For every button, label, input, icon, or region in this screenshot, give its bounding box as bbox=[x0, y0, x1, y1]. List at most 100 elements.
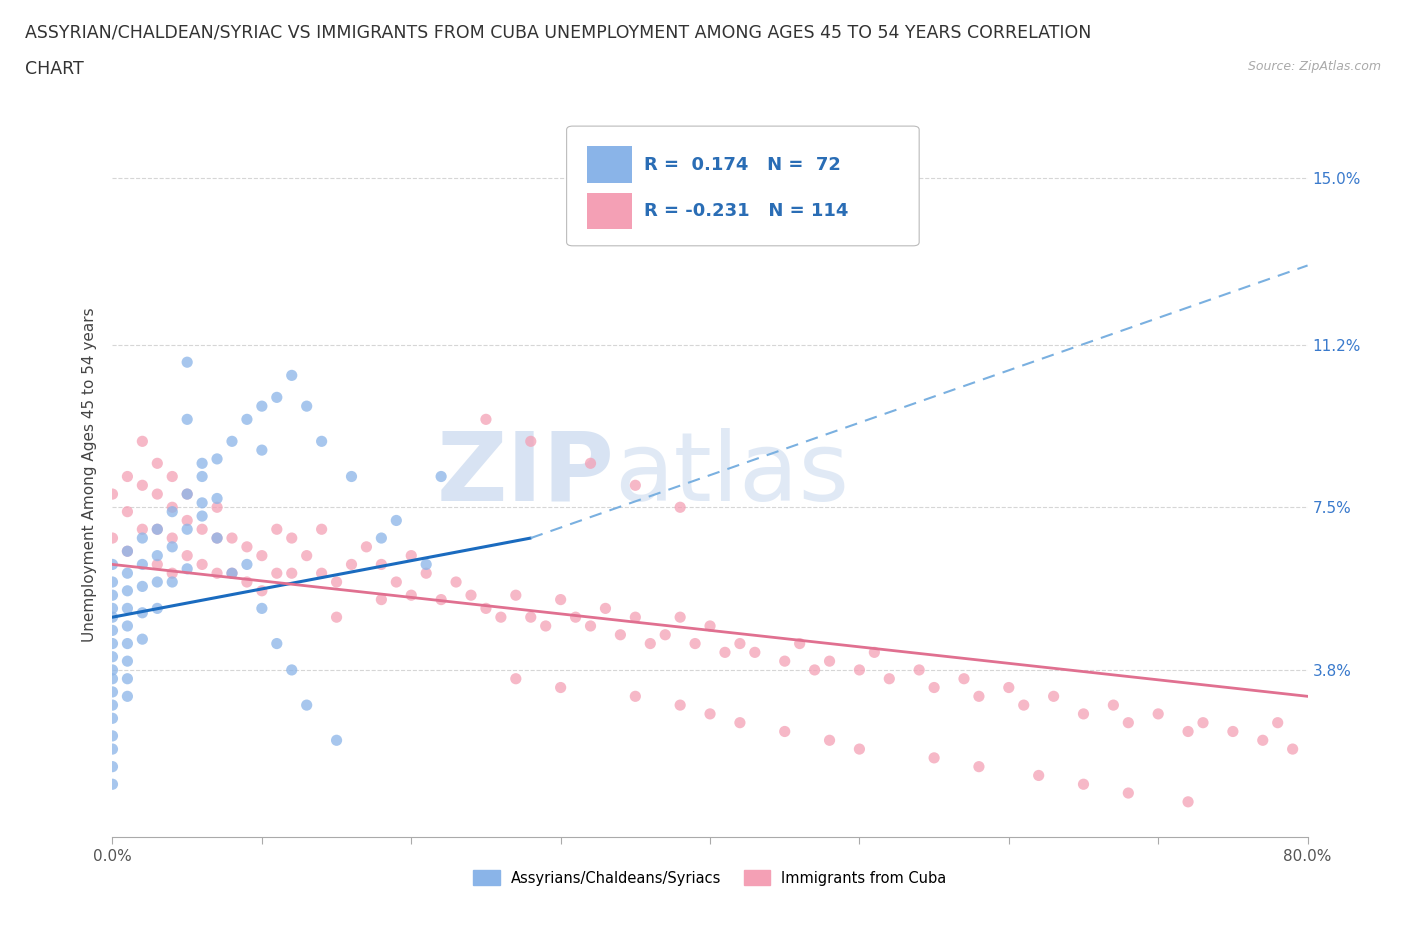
Point bbox=[340, 557, 363, 572]
Text: CHART: CHART bbox=[25, 60, 84, 78]
Point bbox=[818, 733, 841, 748]
Legend: Assyrians/Chaldeans/Syriacs, Immigrants from Cuba: Assyrians/Chaldeans/Syriacs, Immigrants … bbox=[468, 864, 952, 891]
Point bbox=[176, 412, 198, 427]
Point bbox=[101, 531, 124, 546]
Point bbox=[221, 565, 243, 580]
Point bbox=[101, 662, 124, 677]
Point bbox=[415, 557, 437, 572]
Point bbox=[1073, 777, 1095, 791]
Point bbox=[250, 399, 273, 414]
Point bbox=[520, 610, 543, 625]
Point bbox=[117, 583, 139, 598]
Point bbox=[579, 618, 602, 633]
Point bbox=[773, 724, 796, 739]
Point bbox=[131, 478, 153, 493]
Text: Source: ZipAtlas.com: Source: ZipAtlas.com bbox=[1247, 60, 1381, 73]
Point bbox=[1251, 733, 1274, 748]
Point bbox=[101, 671, 124, 686]
Point bbox=[162, 575, 183, 590]
Point bbox=[728, 636, 751, 651]
Point bbox=[176, 486, 198, 501]
Point bbox=[266, 522, 288, 537]
Point bbox=[311, 434, 333, 449]
Point bbox=[117, 654, 139, 669]
Point bbox=[176, 548, 198, 563]
Point bbox=[117, 618, 139, 633]
Point bbox=[101, 728, 124, 743]
Point bbox=[370, 557, 392, 572]
Point bbox=[998, 680, 1021, 695]
Point bbox=[370, 592, 392, 607]
Point bbox=[117, 469, 139, 484]
Point bbox=[281, 662, 304, 677]
Point bbox=[131, 579, 153, 594]
Point bbox=[1222, 724, 1244, 739]
Point bbox=[922, 680, 945, 695]
Point bbox=[117, 504, 139, 519]
Point bbox=[699, 618, 721, 633]
Point bbox=[489, 610, 512, 625]
Point bbox=[624, 610, 647, 625]
Point bbox=[101, 557, 124, 572]
Point bbox=[818, 654, 841, 669]
Point bbox=[311, 522, 333, 537]
Point bbox=[953, 671, 976, 686]
Point bbox=[430, 592, 453, 607]
Point bbox=[550, 680, 572, 695]
Point bbox=[848, 741, 870, 756]
Point bbox=[654, 628, 676, 643]
Point bbox=[176, 562, 198, 577]
Point bbox=[295, 548, 318, 563]
Point bbox=[356, 539, 378, 554]
Point bbox=[101, 698, 124, 712]
Point bbox=[250, 583, 273, 598]
Y-axis label: Unemployment Among Ages 45 to 54 years: Unemployment Among Ages 45 to 54 years bbox=[82, 307, 97, 642]
Point bbox=[176, 354, 198, 369]
Point bbox=[131, 631, 153, 646]
Point bbox=[221, 434, 243, 449]
Point bbox=[162, 499, 183, 514]
Point bbox=[146, 522, 169, 537]
Point bbox=[205, 531, 228, 546]
Point bbox=[475, 412, 498, 427]
Point bbox=[205, 491, 228, 506]
Point bbox=[281, 531, 304, 546]
Point bbox=[385, 575, 408, 590]
Point bbox=[1102, 698, 1125, 712]
Point bbox=[311, 565, 333, 580]
Point bbox=[146, 601, 169, 616]
Bar bbox=[586, 193, 633, 229]
Point bbox=[863, 644, 886, 659]
Bar bbox=[586, 146, 633, 182]
Point bbox=[101, 575, 124, 590]
Point bbox=[1267, 715, 1289, 730]
Point bbox=[444, 575, 467, 590]
Point bbox=[117, 601, 139, 616]
Point bbox=[325, 610, 347, 625]
Point bbox=[669, 499, 692, 514]
Point bbox=[191, 496, 214, 511]
Text: R =  0.174   N =  72: R = 0.174 N = 72 bbox=[644, 155, 841, 174]
Point bbox=[1281, 741, 1303, 756]
Point bbox=[325, 733, 347, 748]
Point bbox=[146, 456, 169, 471]
Point bbox=[101, 588, 124, 603]
Point bbox=[250, 601, 273, 616]
Point bbox=[848, 662, 870, 677]
Text: atlas: atlas bbox=[614, 428, 849, 521]
Point bbox=[117, 689, 139, 704]
Point bbox=[131, 522, 153, 537]
Point bbox=[146, 548, 169, 563]
Point bbox=[176, 486, 198, 501]
Point bbox=[191, 509, 214, 524]
Point bbox=[176, 522, 198, 537]
Point bbox=[430, 469, 453, 484]
Point bbox=[101, 636, 124, 651]
Point bbox=[101, 649, 124, 664]
Point bbox=[146, 486, 169, 501]
Point bbox=[475, 601, 498, 616]
Point bbox=[579, 456, 602, 471]
Point bbox=[505, 588, 527, 603]
Point bbox=[624, 478, 647, 493]
Point bbox=[117, 565, 139, 580]
